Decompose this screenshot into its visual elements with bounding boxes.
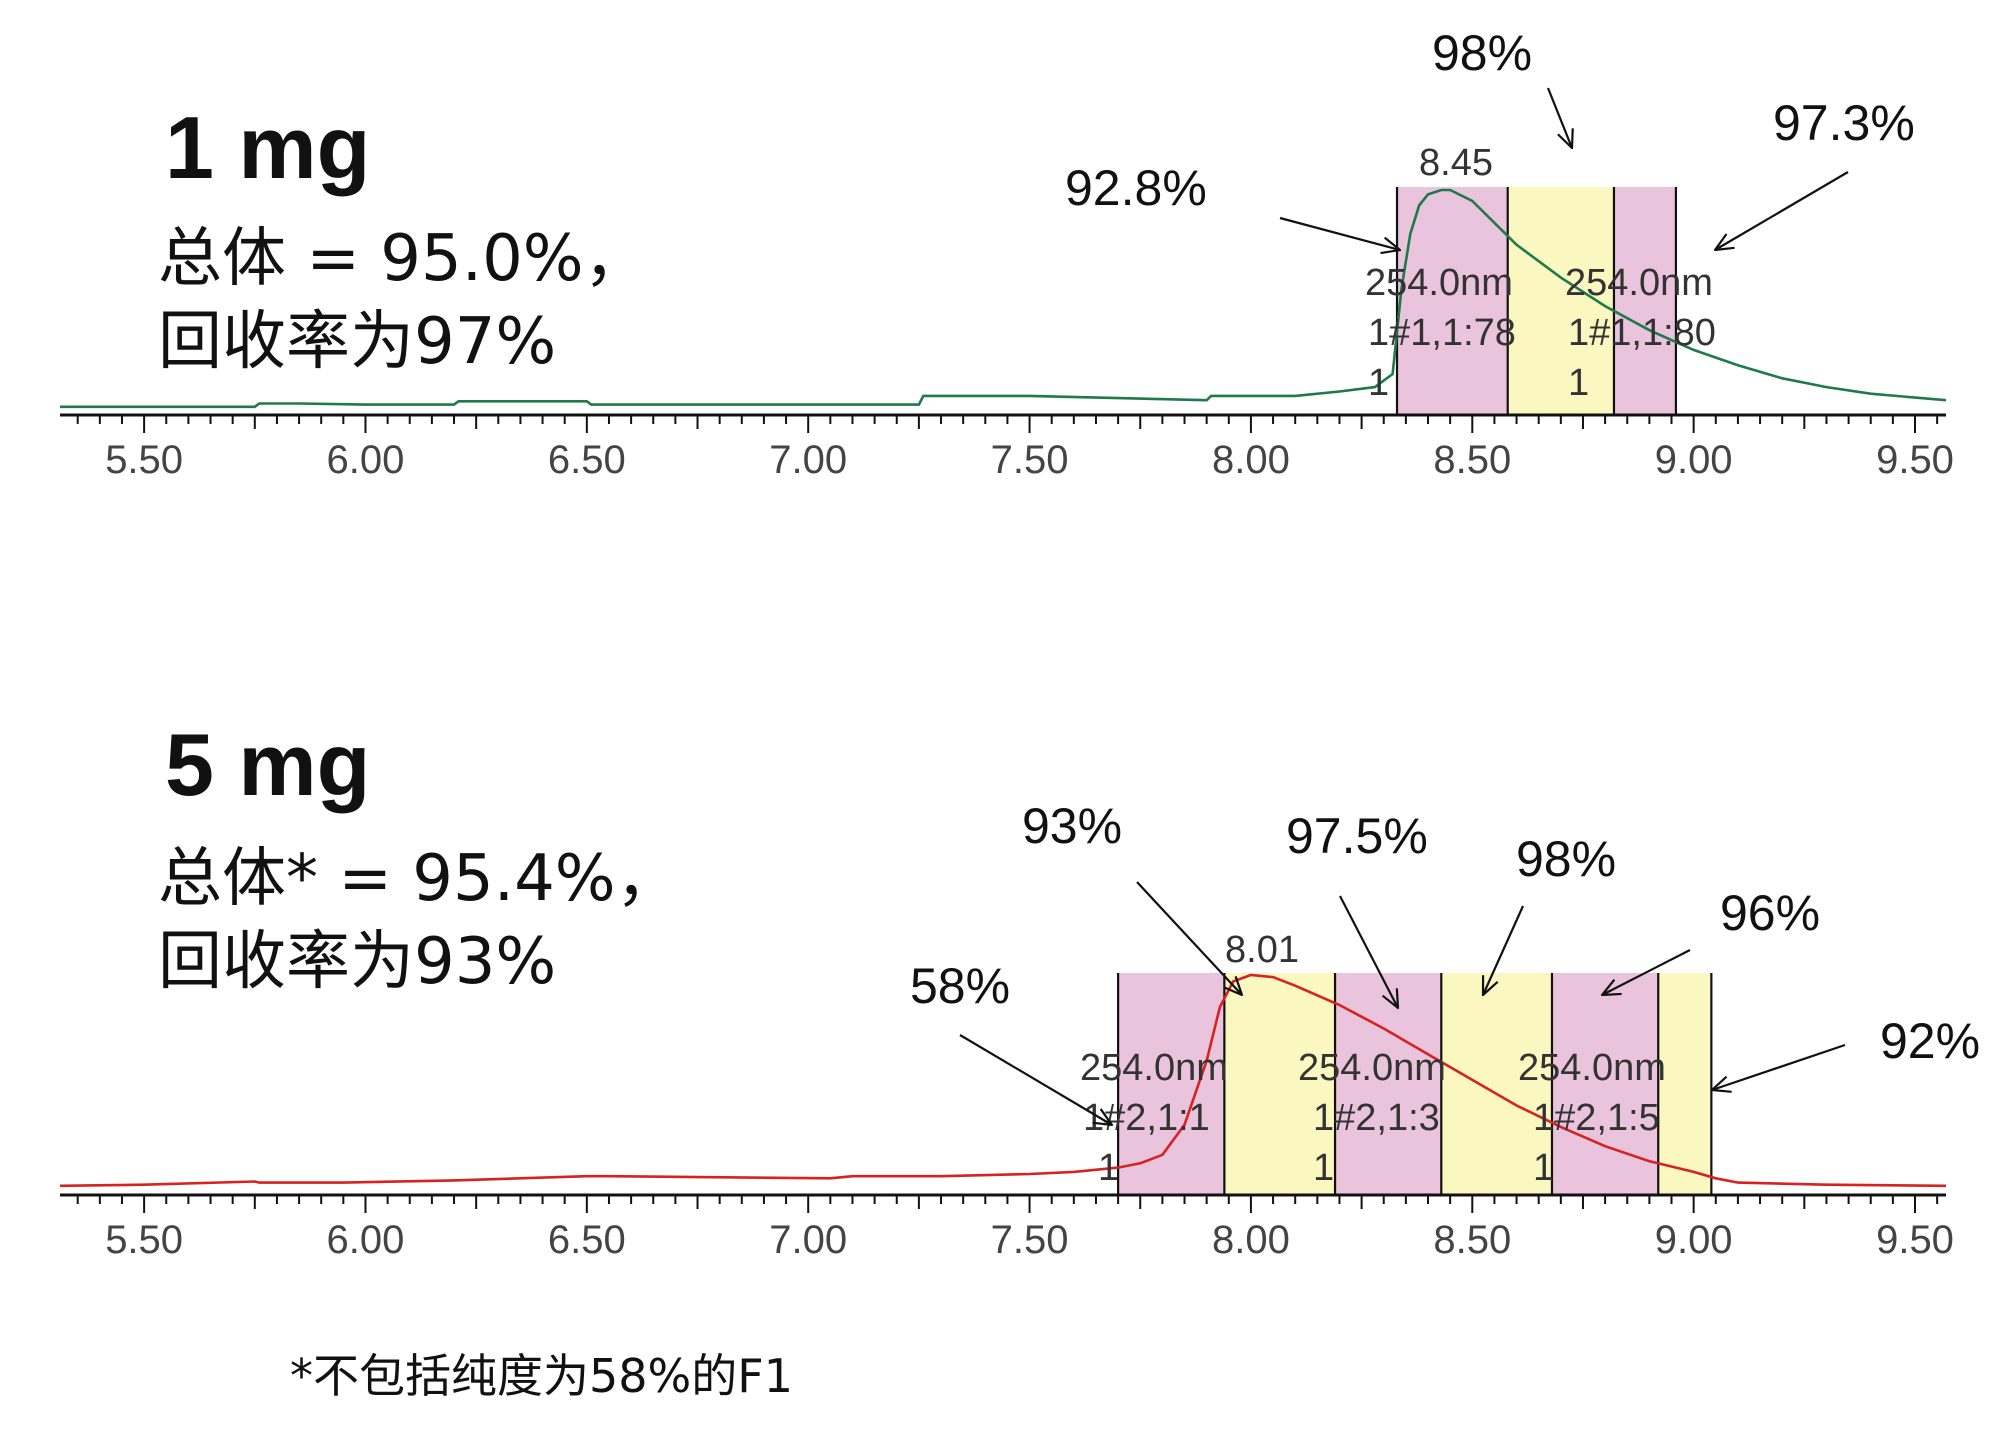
x-tick-label: 8.50 — [1433, 1218, 1511, 1262]
fraction-wavelength: 254.0nm — [1298, 1047, 1446, 1089]
footnote: *不包括纯度为58%的F1 — [290, 1349, 793, 1403]
purity-label-f3: 97.5% — [1286, 808, 1428, 864]
x-tick-label: 5.50 — [105, 438, 183, 482]
x-tick-label: 7.50 — [991, 1218, 1069, 1262]
fraction-tube: 1 — [1533, 1147, 1554, 1189]
purity-label-f2: 98% — [1432, 25, 1532, 81]
fraction-band — [1118, 973, 1225, 1195]
x-axis: 5.50 6.00 6.50 7.00 7.50 8.00 8.50 9.00 9.50 — [60, 413, 1954, 482]
x-tick-label: 8.00 — [1212, 438, 1290, 482]
fraction-band — [1441, 973, 1552, 1195]
x-tick-label: 8.00 — [1212, 1218, 1290, 1262]
fraction-wavelength: 254.0nm — [1080, 1047, 1228, 1089]
fraction-band — [1658, 973, 1712, 1195]
purity-arrow — [1715, 171, 1849, 250]
peak-retention-label: 8.45 — [1419, 142, 1493, 184]
x-tick-label: 6.00 — [327, 1218, 405, 1262]
chromatogram-trace — [59, 973, 1947, 1188]
fraction-bands — [1117, 973, 1713, 1195]
purity-arrow — [1546, 87, 1572, 148]
panel-5mg: 5 mg 总体* = 95.4%， 回收率为93% 5.50 6.00 6.50 7.… — [59, 715, 1980, 1262]
x-tick-label: 6.50 — [548, 438, 626, 482]
x-tick-label: 9.50 — [1876, 1218, 1954, 1262]
x-tick-label: 9.00 — [1655, 438, 1733, 482]
purity-label-f1: 58% — [910, 958, 1010, 1014]
x-tick-label: 6.50 — [548, 1218, 626, 1262]
purity-arrow — [959, 1034, 1112, 1125]
fraction-tube: 1 — [1568, 362, 1589, 404]
purity-label-f3: 97.3% — [1773, 95, 1915, 151]
purity-arrow — [1483, 905, 1525, 995]
fraction-wavelength: 254.0nm — [1365, 262, 1513, 304]
fraction-tube: 1 — [1313, 1147, 1334, 1189]
fraction-band — [1397, 187, 1508, 415]
purity-label-f5: 96% — [1720, 885, 1820, 941]
fraction-id: 1#1,1:78 — [1368, 312, 1516, 354]
x-tick-label: 9.00 — [1655, 1218, 1733, 1262]
fraction-band — [1613, 187, 1676, 415]
fraction-wavelength: 254.0nm — [1518, 1047, 1666, 1089]
purity-label-f4: 98% — [1516, 831, 1616, 887]
fraction-id: 1#2,1:5 — [1533, 1097, 1660, 1139]
x-tick-label: 7.00 — [769, 438, 847, 482]
chromatogram-trace — [60, 188, 1947, 409]
purity-arrow — [1712, 1043, 1846, 1090]
panel-title: 1 mg — [165, 98, 370, 197]
fraction-id: 1#2,1:3 — [1313, 1097, 1440, 1139]
purity-label-f6: 92% — [1880, 1013, 1980, 1069]
recovery-text: 回收率为93% — [158, 925, 556, 999]
fraction-tube: 1 — [1098, 1147, 1119, 1189]
fraction-id: 1#1,1:80 — [1568, 312, 1716, 354]
x-tick-label: 8.50 — [1433, 438, 1511, 482]
purity-arrow — [1339, 895, 1398, 1008]
x-tick-label: 5.50 — [105, 1218, 183, 1262]
fraction-wavelength: 254.0nm — [1565, 262, 1713, 304]
panel-1mg: 1 mg 总体 = 95.0%， 回收率为97% 5.50 6.00 6.50 7.0… — [60, 25, 1954, 482]
overall-purity-text: 总体 = 95.0%， — [158, 222, 648, 296]
x-tick-label: 7.50 — [991, 438, 1069, 482]
x-tick-label: 7.00 — [769, 1218, 847, 1262]
overall-purity-text: 总体* = 95.4%， — [158, 842, 680, 916]
fraction-tube: 1 — [1368, 362, 1389, 404]
purity-label-f1: 92.8% — [1065, 160, 1207, 216]
peak-retention-label: 8.01 — [1225, 929, 1299, 971]
recovery-text: 回收率为97% — [158, 305, 556, 379]
x-axis: 5.50 6.00 6.50 7.00 7.50 8.00 8.50 9.00 9.50 — [60, 1193, 1954, 1262]
x-tick-label: 9.50 — [1876, 438, 1954, 482]
x-tick-label: 6.00 — [327, 438, 405, 482]
purity-arrow — [1136, 881, 1242, 995]
panel-title: 5 mg — [165, 715, 370, 814]
purity-arrow — [1602, 949, 1691, 995]
fraction-band — [1224, 973, 1336, 1195]
purity-arrow — [1279, 216, 1400, 250]
purity-label-f2: 93% — [1022, 798, 1122, 854]
